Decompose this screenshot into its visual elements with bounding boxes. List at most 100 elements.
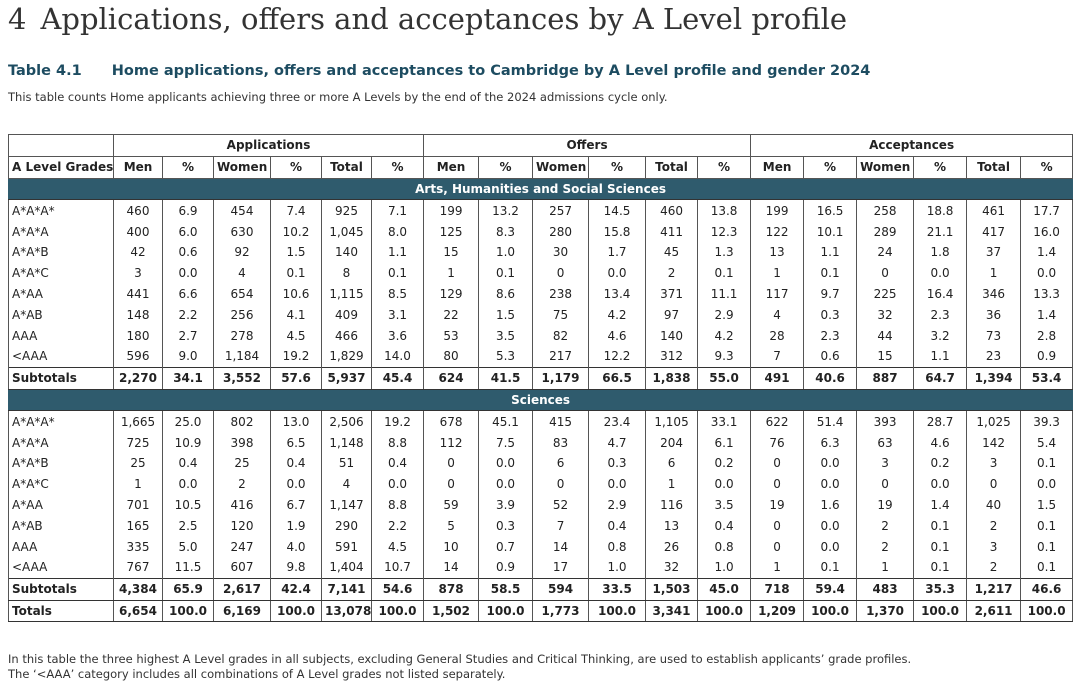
cell: 39.3: [1020, 410, 1074, 433]
cell: 654: [213, 283, 271, 305]
cell: 0.4: [370, 452, 425, 474]
cell: 66.5: [588, 366, 647, 390]
cell: 2.2: [370, 515, 425, 537]
cell: 34.1: [162, 366, 214, 390]
cell: 1.4: [1020, 304, 1074, 326]
cell: 2.9: [697, 304, 752, 326]
cell: 887: [856, 366, 915, 390]
cell: 10.2: [270, 221, 322, 242]
cell: 0.0: [1020, 262, 1074, 284]
cell: 5: [423, 515, 480, 537]
cell: 409: [321, 304, 372, 326]
cell: 52: [532, 494, 590, 516]
cell: 6,169: [213, 599, 271, 623]
cell: 4.2: [588, 304, 647, 326]
group-header: Offers: [423, 134, 752, 157]
cell: 0.0: [162, 262, 214, 284]
data-row: A*A*B 42 0.6 92 1.5 140 1.1 15 1.0 30 1.7 45 1.3 13 1.…: [8, 241, 1074, 263]
group-header: Acceptances: [750, 134, 1074, 157]
cell: 1.1: [913, 345, 968, 368]
cell: 1,838: [645, 366, 699, 390]
cell: 3,341: [645, 599, 699, 623]
cell: 0.1: [803, 556, 858, 579]
cell: 0.0: [913, 473, 968, 495]
cell: 594: [532, 577, 590, 601]
cell: 1,503: [645, 577, 699, 601]
cell: 2: [213, 473, 271, 495]
cell: 142: [966, 432, 1022, 453]
cell: 258: [856, 199, 915, 222]
cell: 40.6: [803, 366, 858, 390]
cell: 13.3: [1020, 283, 1074, 305]
cell: 13.2: [478, 199, 534, 222]
cell: 454: [213, 199, 271, 222]
cell: 15.8: [588, 221, 647, 242]
cell: 41.5: [478, 366, 534, 390]
cell: 1,829: [321, 345, 372, 368]
cell: 2: [966, 556, 1022, 579]
cell: 6.9: [162, 199, 214, 222]
cell: 19: [750, 494, 805, 516]
row-label: A*AB: [8, 515, 114, 537]
cell: 2.7: [162, 325, 214, 346]
cell: 57.6: [270, 366, 322, 390]
row-label: A*AB: [8, 304, 114, 326]
cell: 4,384: [113, 577, 163, 601]
cell: 417: [966, 221, 1022, 242]
cell: 8.3: [478, 221, 534, 242]
cell: 0.0: [913, 262, 968, 284]
cell: 2: [966, 515, 1022, 537]
cell: 180: [113, 325, 163, 346]
cell: 10: [423, 536, 480, 557]
cell: 1.1: [803, 241, 858, 263]
cell: 466: [321, 325, 372, 346]
data-row: A*A*C 3 0.0 4 0.1 8 0.1 1 0.1 0 0.0 2 0.1 1 0.1 0 0.0 1 0.…: [8, 262, 1074, 284]
cell: 129: [423, 283, 480, 305]
cell: 3.9: [478, 494, 534, 516]
section-row: Arts, Humanities and Social Sciences: [7, 177, 1074, 201]
cell: 17.7: [1020, 199, 1074, 222]
cell: 1: [966, 262, 1022, 284]
cell: 0.1: [1020, 452, 1074, 474]
cell: 6.0: [162, 221, 214, 242]
cell: 2: [856, 515, 915, 537]
cell: 1.4: [913, 494, 968, 516]
cell: 165: [113, 515, 163, 537]
cell: 1,217: [966, 577, 1022, 601]
row-label: <AAA: [8, 345, 114, 368]
cell: 2,270: [113, 366, 163, 390]
cell: 9.8: [270, 556, 322, 579]
cell: 0.0: [803, 473, 858, 495]
cell: 32: [645, 556, 699, 579]
cell: 45.0: [697, 577, 752, 601]
cell: 6: [645, 452, 699, 474]
cell: 28: [750, 325, 805, 346]
column-header: %: [588, 155, 647, 179]
cell: 97: [645, 304, 699, 326]
cell: 346: [966, 283, 1022, 305]
cell: 100.0: [162, 599, 214, 623]
cell: 2,617: [213, 577, 271, 601]
cell: 1,209: [750, 599, 805, 623]
column-header: Women: [532, 155, 590, 179]
cell: 6: [532, 452, 590, 474]
data-row: <AAA 596 9.0 1,184 19.2 1,829 14.0 80 5.3 217 12.2…: [8, 345, 1074, 368]
cell: 460: [645, 199, 699, 222]
cell: 1: [423, 262, 480, 284]
cell: 125: [423, 221, 480, 242]
row-label: A*AA: [8, 494, 114, 516]
column-header: %: [913, 155, 968, 179]
cell: 2.3: [913, 304, 968, 326]
cell: 2,611: [966, 599, 1022, 623]
data-row: A*A*A 400 6.0 630 10.2 1,045 8.0 125 8.3 280 15.8 4…: [8, 221, 1074, 242]
caption-label: Table 4.1: [8, 63, 82, 79]
cell: 55.0: [697, 366, 752, 390]
cell: 630: [213, 221, 271, 242]
cell: 23: [966, 345, 1022, 368]
row-label: A*A*C: [8, 262, 114, 284]
cell: 1.7: [588, 241, 647, 263]
cell: 701: [113, 494, 163, 516]
subheader-row: A Level Grades Men% Women% Total% Men% Women%…: [8, 155, 1074, 179]
cell: 19.2: [370, 410, 425, 433]
cell: 33.1: [697, 410, 752, 433]
